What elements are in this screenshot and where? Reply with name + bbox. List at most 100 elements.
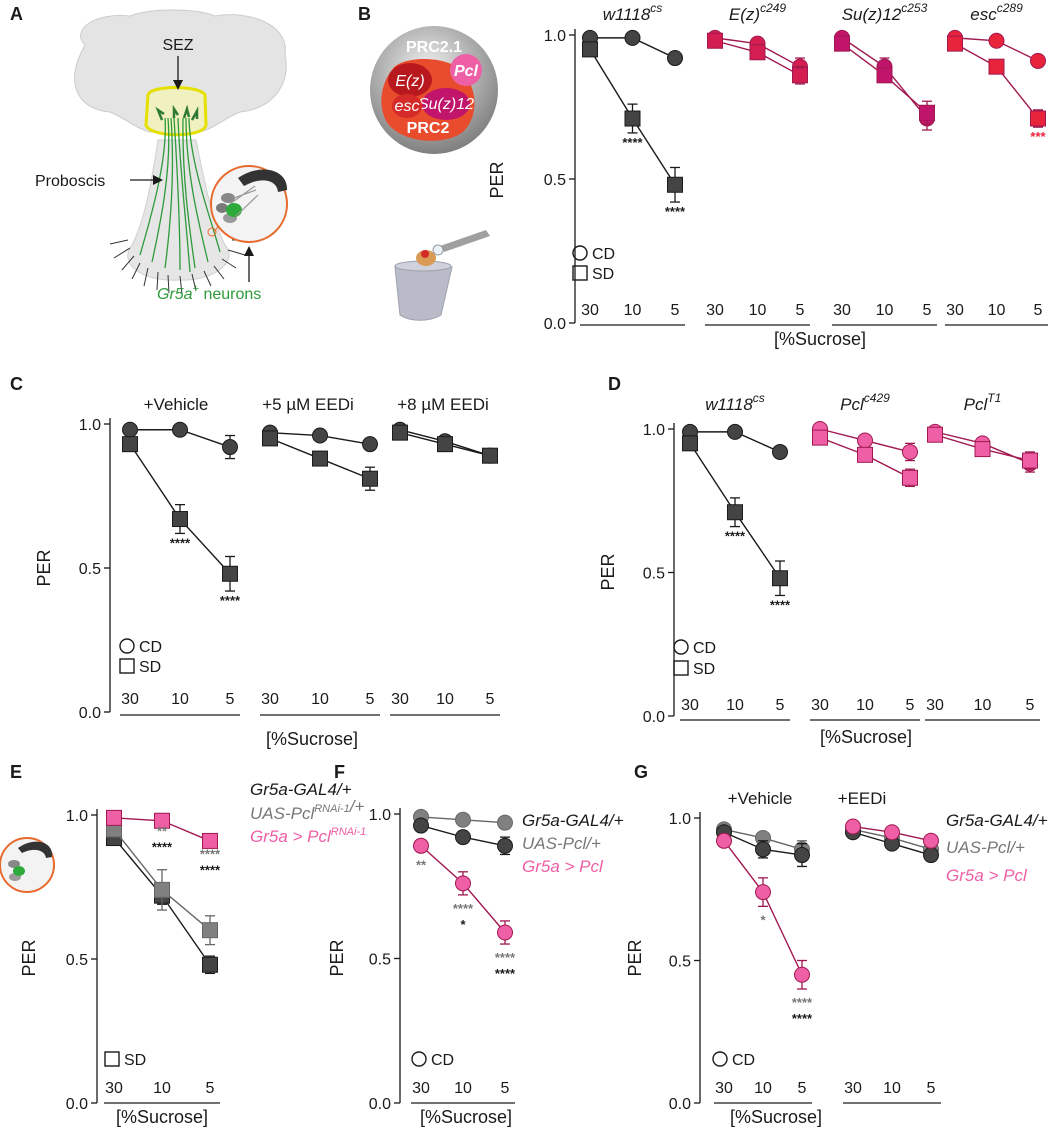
data-point-square [362, 470, 378, 487]
data-point-square [122, 436, 138, 453]
esc-label: esc [395, 98, 420, 115]
legend-marker-circle [411, 1051, 427, 1067]
group-title: escc289 [970, 1, 1023, 24]
data-point-square [772, 570, 788, 587]
y-axis-label: PER [19, 939, 39, 976]
data-point-square [857, 446, 873, 463]
chart-panel-f: 0.0 0.5 1.0 PER [%Sucrose] CD Gr5a-GAL4/+ UAS-P… [327, 807, 624, 1127]
series-label: Gr5a-GAL4/+ [522, 811, 624, 830]
data-point-circle [794, 847, 810, 864]
group-title: PclT1 [964, 391, 1002, 414]
significance-stars: **** [665, 204, 686, 219]
x-tick-label: 30 [681, 697, 699, 714]
x-axis-label: [%Sucrose] [730, 1107, 822, 1127]
per-assay-schematic [394, 230, 490, 321]
group-title-text: E(z) [729, 5, 760, 24]
x-axis-label: [%Sucrose] [420, 1107, 512, 1127]
legend-label: CD [139, 639, 162, 656]
data-point-circle [845, 818, 861, 835]
data-point-square [792, 67, 808, 84]
x-tick-label: 30 [715, 1080, 733, 1097]
y-axis-label: PER [625, 939, 645, 976]
gr5a-neuron-cell [226, 203, 242, 217]
data-point-square [919, 104, 935, 121]
data-point-square [582, 41, 598, 58]
y-tick-label: 0.5 [643, 566, 665, 583]
data-point-square [988, 58, 1005, 75]
data-point-circle [497, 924, 513, 941]
data-point-square [812, 429, 828, 446]
group-title-text: Pcl [964, 395, 989, 414]
significance-stars: * [760, 912, 766, 927]
chart-panel-d: 0.0 0.5 1.0 PER [%Sucrose] CD SD 30 10 5 w1118cs **… [598, 391, 1040, 747]
group-title-text: w1118 [603, 5, 651, 24]
significance-stars: **** [792, 995, 813, 1010]
data-point-square [1022, 452, 1038, 469]
significance-stars: ** [416, 858, 427, 873]
group-title-text: Pcl [840, 395, 865, 414]
x-tick-label: 30 [105, 1080, 123, 1097]
data-point-circle [455, 875, 471, 892]
data-point-square [154, 881, 170, 898]
data-point-circle [1030, 52, 1046, 69]
fly-eye [421, 250, 429, 258]
data-point-square [834, 35, 850, 52]
data-point-circle [667, 50, 683, 67]
x-tick-label: 5 [1026, 697, 1035, 714]
brain-outline [74, 9, 287, 133]
x-tick-label: 10 [454, 1080, 472, 1097]
y-tick-label: 1.0 [643, 422, 665, 439]
data-point-square [682, 435, 698, 452]
x-tick-label: 10 [883, 1080, 901, 1097]
x-tick-label: 30 [811, 697, 829, 714]
group-title-text: esc [970, 5, 997, 24]
data-point-square [262, 430, 278, 447]
sez-neuron-terminals [155, 104, 199, 121]
group-title-text: +8 µM EEDi [397, 395, 489, 414]
data-point-square [876, 67, 893, 84]
x-tick-label: 10 [153, 1080, 171, 1097]
data-point-circle [172, 421, 188, 438]
data-point-square [749, 44, 766, 61]
series-label-part: Gr5a > Pcl [522, 857, 604, 876]
x-tick-label: 10 [988, 302, 1006, 319]
series-label-part: UAS-Pcl/+ [946, 838, 1025, 857]
series-label-part: UAS-Pcl/+ [522, 834, 601, 853]
y-tick-label: 0.5 [544, 172, 566, 189]
group-title-text: +Vehicle [144, 395, 209, 414]
series-label-part: /+ [349, 797, 365, 816]
significance-stars: **** [152, 840, 173, 855]
legend-marker-square [119, 658, 135, 674]
legend-marker-circle [712, 1051, 728, 1067]
neurons-arrow-head [244, 246, 254, 256]
x-tick-label: 30 [391, 691, 409, 708]
sez-label: SEZ [162, 37, 193, 54]
series-label: UAS-Pcl/+ [522, 834, 601, 853]
gr5a-label-rest: neurons [199, 286, 261, 303]
data-point-square [202, 956, 218, 973]
pcl-label: Pcl [454, 63, 479, 80]
data-point-square [482, 447, 498, 464]
significance-stars: **** [792, 1011, 813, 1026]
x-tick-label: 10 [624, 302, 642, 319]
legend-marker-square [572, 265, 588, 281]
significance-stars: **** [495, 950, 516, 965]
group-title: +EEDi [838, 789, 887, 808]
data-point-circle [122, 421, 138, 438]
data-point-circle [755, 841, 771, 858]
x-tick-label: 5 [671, 302, 680, 319]
significance-stars: **** [170, 535, 191, 550]
group-title: +5 µM EEDi [262, 395, 354, 414]
significance-stars: ** [157, 824, 168, 839]
x-tick-label: 5 [366, 691, 375, 708]
significance-stars: * [460, 917, 466, 932]
x-tick-label: 10 [726, 697, 744, 714]
data-point-square [902, 469, 918, 486]
data-point-square [222, 565, 238, 582]
data-point-circle [222, 439, 238, 456]
group-title: +Vehicle [728, 789, 793, 808]
legend-label: SD [592, 266, 614, 283]
group-title: Pclc429 [840, 391, 890, 414]
panel-label-e: E [10, 762, 22, 782]
data-point-circle [923, 847, 939, 864]
